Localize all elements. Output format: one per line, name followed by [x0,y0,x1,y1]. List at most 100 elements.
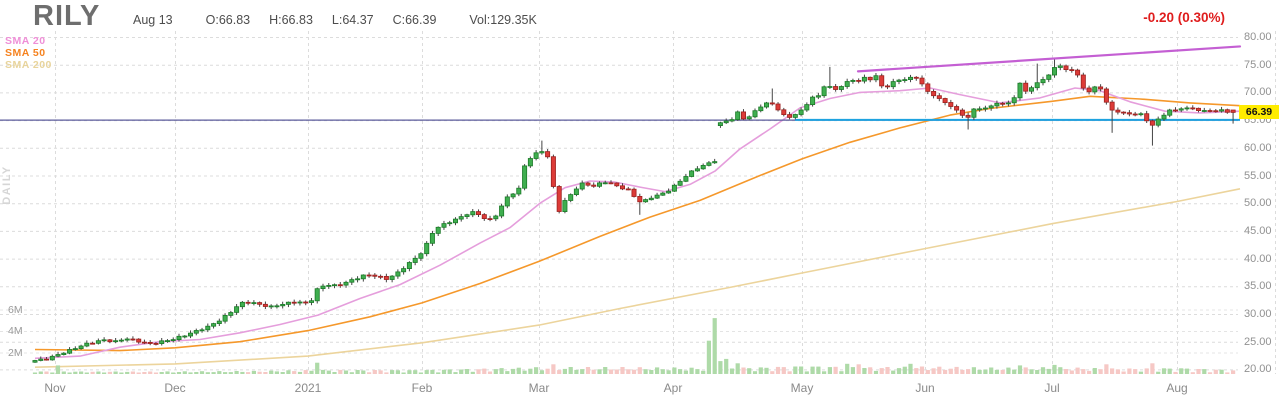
volume-bar [626,369,631,374]
volume-bar [770,371,775,374]
volume-bar [603,367,608,374]
candle [424,241,430,257]
candle [475,209,481,217]
candle [447,220,453,227]
month-label: Nov [44,381,66,395]
candle [1046,74,1052,83]
candle [67,347,73,355]
volume-bar [862,368,867,374]
volume-bar [90,371,95,374]
volume-bar [1115,369,1120,374]
volume-bar [246,372,251,374]
candle [1201,107,1207,113]
candle [84,340,90,348]
candle [1196,107,1202,113]
candle [527,156,533,168]
candle [412,255,418,266]
volume-bar [1202,369,1207,374]
volume-bar [424,370,429,374]
candle [1213,109,1219,113]
candle [908,74,914,83]
volume-bar [171,372,176,374]
price-axis-label: 40.00 [1244,252,1272,265]
volume-bar [1121,371,1126,374]
volume-bar [1133,369,1138,374]
volume-bar [1081,369,1086,374]
volume-bar [839,371,844,374]
candle [810,95,816,107]
candle [1092,85,1098,95]
volume-bar [655,367,660,374]
volume-bar [1029,369,1034,374]
volume-bar [332,372,337,374]
volume-bar [32,372,38,374]
candle [758,104,764,113]
volume-bar [1207,372,1213,374]
volume-bar [1196,369,1201,374]
volume-bar [1017,365,1023,374]
candle [205,323,211,333]
candle [216,318,222,326]
candle [631,187,637,198]
candle [418,252,424,261]
candle [988,104,994,111]
candle [1005,100,1011,107]
candle [1057,63,1063,71]
candle [101,337,107,342]
candle [608,180,614,185]
candle [147,340,153,346]
candle [113,338,119,344]
candle [280,301,286,309]
volume-bar [902,366,907,374]
volume-bar [315,362,320,374]
candle [804,102,810,112]
volume-bar [718,361,723,374]
candle [902,77,908,83]
candle [522,164,528,191]
volume-bar [608,369,614,374]
volume-bar [678,369,683,374]
candle [159,338,165,346]
volume-bar [1156,371,1161,374]
volume-bar [908,363,913,374]
volume-bar [1231,370,1236,374]
trendline[interactable] [856,45,1242,73]
volume-bar [914,368,919,374]
candle [222,313,228,324]
readout-low: L:64.37 [331,13,374,27]
candle [787,111,793,120]
volume-bar [879,368,884,374]
volume-bar [557,370,562,374]
candle [516,185,522,197]
volume-axis-label: 6M [8,303,23,316]
candle [355,276,361,283]
volume-bar [551,364,556,374]
candle [470,209,476,218]
volume-bar [845,363,850,374]
readout-date: Aug 13 [133,13,173,27]
candle [1080,72,1086,91]
candle [545,149,551,159]
candle [176,333,182,342]
candle [620,183,626,191]
volume-axis-label: 4M [8,325,23,337]
volume-bar [574,369,579,374]
volume-bar [631,369,637,374]
candle [107,339,113,344]
candle [648,195,654,201]
candle [706,161,712,167]
volume-bar [585,367,591,374]
candle [378,274,384,280]
sma20-line [34,87,1241,360]
volume-bar [873,370,879,374]
candle [562,197,568,214]
volume-bar [1000,369,1005,374]
volume-bars-group [32,318,1236,375]
volume-bar [372,370,377,374]
candle [850,78,856,84]
candle [1052,58,1058,78]
volume-bar [384,372,389,374]
volume-bar [799,366,804,374]
volume-bar [781,367,786,374]
